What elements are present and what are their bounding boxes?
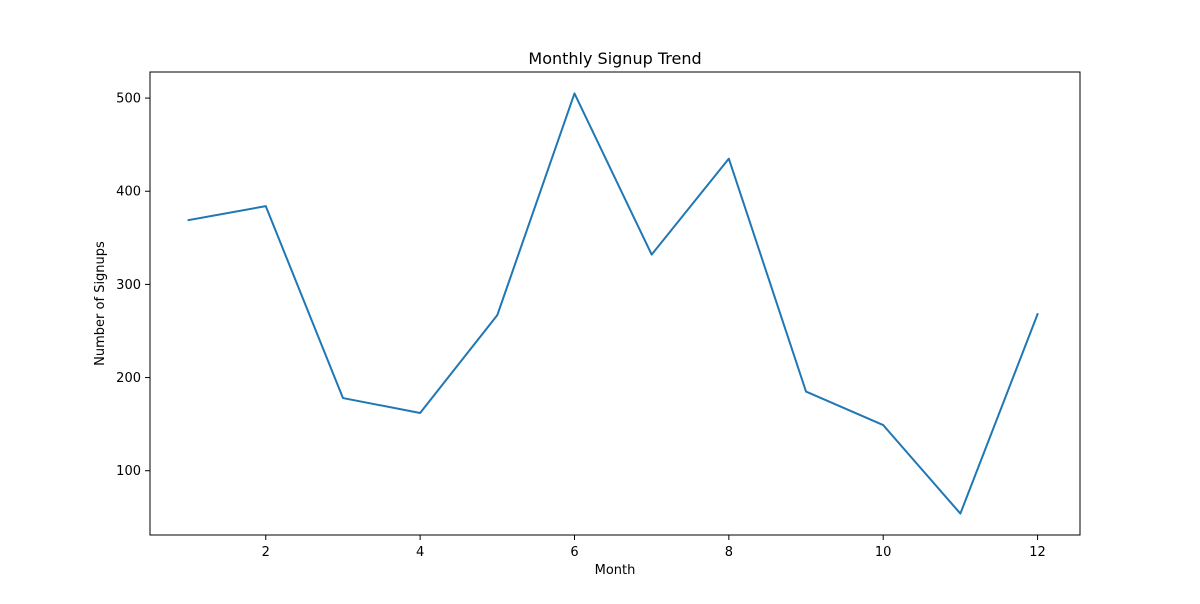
y-tick-label: 500 (116, 92, 141, 107)
x-tick-label: 2 (262, 545, 270, 560)
y-tick-label: 400 (116, 185, 141, 200)
x-tick-label: 10 (875, 545, 892, 560)
x-tick-label: 4 (416, 545, 424, 560)
x-axis-label: Month (595, 563, 636, 578)
chart-title: Monthly Signup Trend (528, 49, 701, 68)
x-tick-label: 8 (725, 545, 733, 560)
x-tick-label: 6 (570, 545, 578, 560)
y-tick-label: 100 (116, 464, 141, 479)
x-tick-label: 12 (1029, 545, 1046, 560)
y-axis-label: Number of Signups (93, 241, 108, 366)
y-tick-label: 200 (116, 371, 141, 386)
y-tick-label: 300 (116, 278, 141, 293)
